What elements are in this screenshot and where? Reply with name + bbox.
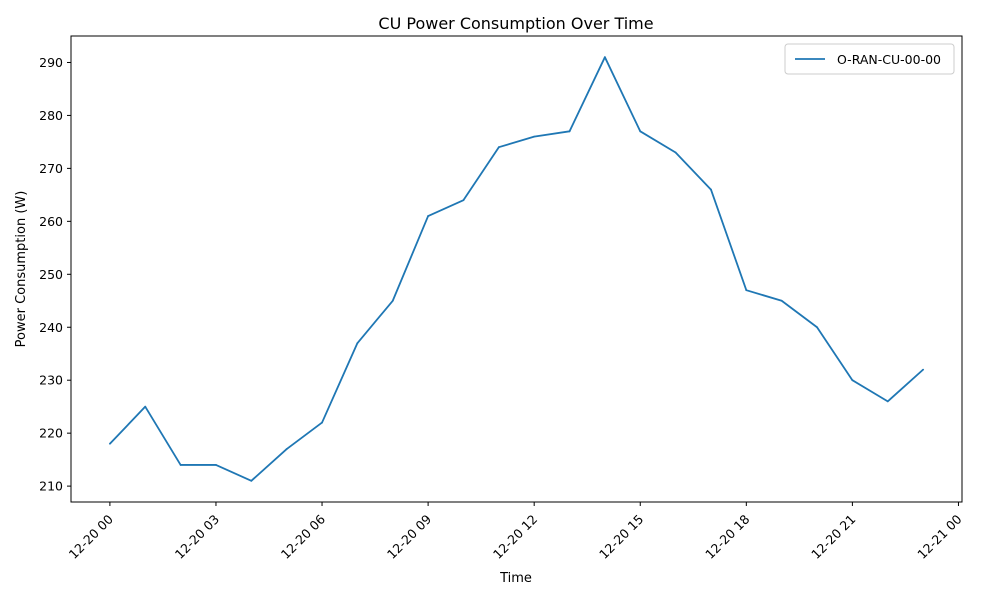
data-point (497, 146, 500, 149)
data-point (215, 464, 217, 466)
legend: O-RAN-CU-00-00 (784, 43, 955, 75)
y-tick-label: 240 (39, 320, 63, 335)
y-tick-label: 220 (39, 426, 63, 441)
x-axis-label: Time (499, 571, 532, 586)
plot-area (70, 35, 963, 503)
y-axis-label: Power Consumption (W) (14, 191, 29, 348)
data-point (144, 405, 147, 408)
data-point (356, 342, 359, 345)
chart-title: CU Power Consumption Over Time (378, 14, 653, 33)
data-point (851, 379, 854, 382)
y-tick-label: 230 (39, 373, 63, 388)
plot-frame (70, 35, 963, 503)
data-point (250, 479, 253, 482)
data-point (780, 299, 783, 302)
data-point (674, 151, 677, 154)
series-line (109, 56, 924, 482)
data-point (391, 299, 394, 302)
x-tick-label: 12-20 12 (490, 512, 540, 562)
data-point (816, 326, 818, 329)
y-tick-label: 250 (39, 267, 63, 282)
x-axis: 12-20 00 12-20 03 12-20 06 12-20 09 12-20 12… (66, 502, 965, 562)
y-tick-label: 260 (39, 214, 63, 229)
data-point (427, 215, 430, 217)
y-tick-label: 210 (39, 479, 63, 494)
x-tick-label: 12-20 21 (808, 512, 858, 562)
y-axis: 210 220 230 240 250 260 270 280 290 (39, 55, 71, 494)
series-layer (108, 56, 925, 482)
data-point (922, 368, 925, 371)
x-tick-label: 12-20 09 (384, 511, 434, 561)
data-point (745, 289, 748, 292)
data-point (639, 130, 642, 133)
x-tick-label: 12-20 03 (172, 512, 222, 562)
y-tick-label: 290 (39, 55, 63, 70)
x-tick-label: 12-20 06 (278, 511, 328, 561)
data-point (533, 135, 536, 138)
data-point (285, 448, 288, 450)
legend-label: O-RAN-CU-00-00 (837, 52, 941, 67)
data-point (886, 400, 889, 403)
data-point (568, 130, 571, 133)
y-tick-label: 280 (39, 108, 63, 123)
legend-box (784, 43, 955, 75)
x-tick-label: 12-20 15 (596, 512, 646, 562)
x-tick-label: 12-21 00 (914, 511, 964, 561)
data-point (321, 421, 323, 424)
data-point (710, 188, 712, 191)
x-tick-label: 12-20 18 (702, 511, 752, 561)
data-point (108, 442, 111, 445)
y-tick-label: 270 (39, 161, 63, 176)
x-tick-label: 12-20 00 (66, 511, 116, 561)
data-point (603, 56, 606, 59)
data-point (462, 199, 465, 202)
data-point (179, 464, 182, 466)
